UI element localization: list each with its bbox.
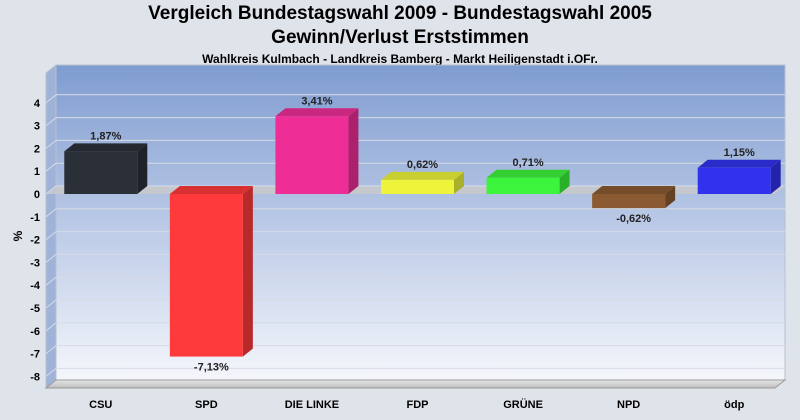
y-tick-label: -2: [30, 235, 40, 247]
y-tick-label: 3: [34, 121, 40, 133]
bar-front: [486, 177, 560, 194]
x-tick-label: FDP: [407, 399, 429, 411]
gridline-diag: [45, 254, 57, 263]
value-label: 0,71%: [512, 157, 543, 169]
value-label: 0,62%: [407, 159, 438, 171]
value-label: 1,15%: [724, 147, 755, 159]
gridline-diag: [45, 140, 57, 149]
gridline-diag: [45, 117, 57, 126]
bar-front: [381, 179, 454, 194]
bar-front: [592, 194, 666, 209]
y-tick-label: 4: [34, 98, 41, 110]
bar-top: [275, 108, 359, 117]
bar-side: [665, 186, 676, 209]
chart-caption: Wahlkreis Kulmbach - Landkreis Bamberg -…: [202, 52, 598, 66]
bar-grüne: [486, 169, 570, 194]
gridline-diag: [45, 345, 57, 354]
bar-csu: [64, 143, 148, 194]
bar-top: [697, 159, 781, 168]
value-label: 1,87%: [90, 130, 121, 142]
bar-side: [348, 108, 359, 194]
bar-spd: [169, 186, 253, 357]
y-tick-label: 0: [34, 189, 40, 201]
y-tick-label: 2: [34, 143, 40, 155]
gridline-diag: [45, 94, 57, 104]
bar-top: [64, 143, 148, 152]
bar-top: [381, 171, 464, 180]
chart-title: Vergleich Bundestagswahl 2009 - Bundesta…: [148, 3, 652, 24]
bar-die-linke: [275, 108, 359, 194]
value-label: 3,41%: [301, 95, 332, 107]
bar-npd: [592, 186, 676, 209]
y-tick-label: -3: [30, 257, 40, 269]
gridline-diag: [45, 185, 57, 195]
x-tick-label: DIE LINKE: [285, 399, 339, 411]
bar-top: [592, 186, 676, 194]
plot-floor: [44, 379, 787, 389]
x-tick-label: SPD: [195, 399, 218, 411]
x-tick-label: ödp: [724, 399, 744, 411]
bar-side: [454, 171, 464, 194]
y-tick-label: -1: [30, 212, 40, 224]
x-tick-label: NPD: [617, 399, 640, 411]
plot-side-wall: [45, 63, 57, 390]
y-tick-label: 1: [34, 166, 40, 178]
y-tick-label: -4: [30, 280, 41, 292]
bar-front: [169, 194, 243, 357]
y-tick-label: -5: [30, 303, 40, 315]
bar-side: [137, 143, 148, 194]
value-label: -0,62%: [616, 213, 651, 225]
value-label: -7,13%: [194, 362, 229, 374]
x-tick-label: CSU: [89, 399, 112, 411]
gridline-diag: [45, 299, 57, 309]
y-tick-label: -8: [30, 371, 40, 383]
y-tick-label: -7: [30, 349, 40, 361]
bar-top: [169, 186, 253, 194]
y-tick-label: -6: [30, 326, 40, 338]
chart-subtitle: Gewinn/Verlust Erststimmen: [271, 27, 529, 48]
bar-top: [486, 169, 570, 178]
bar-front: [697, 167, 771, 194]
gridline-diag: [45, 276, 57, 286]
gridline-diag: [45, 322, 57, 332]
gridline-diag: [45, 162, 57, 172]
bar-front: [275, 116, 349, 194]
bar-fdp: [381, 171, 464, 194]
bar-side: [770, 159, 781, 194]
gridline-diag: [45, 231, 57, 240]
bar-side: [242, 186, 253, 357]
bar-side: [559, 169, 570, 194]
y-axis-label: %: [11, 230, 25, 241]
gridline-diag: [45, 368, 57, 377]
plot-area: [55, 64, 786, 381]
bar-ödp: [697, 159, 781, 194]
x-tick-label: GRÜNE: [503, 398, 543, 411]
bar-front: [64, 151, 138, 194]
gridline-diag: [45, 208, 57, 218]
